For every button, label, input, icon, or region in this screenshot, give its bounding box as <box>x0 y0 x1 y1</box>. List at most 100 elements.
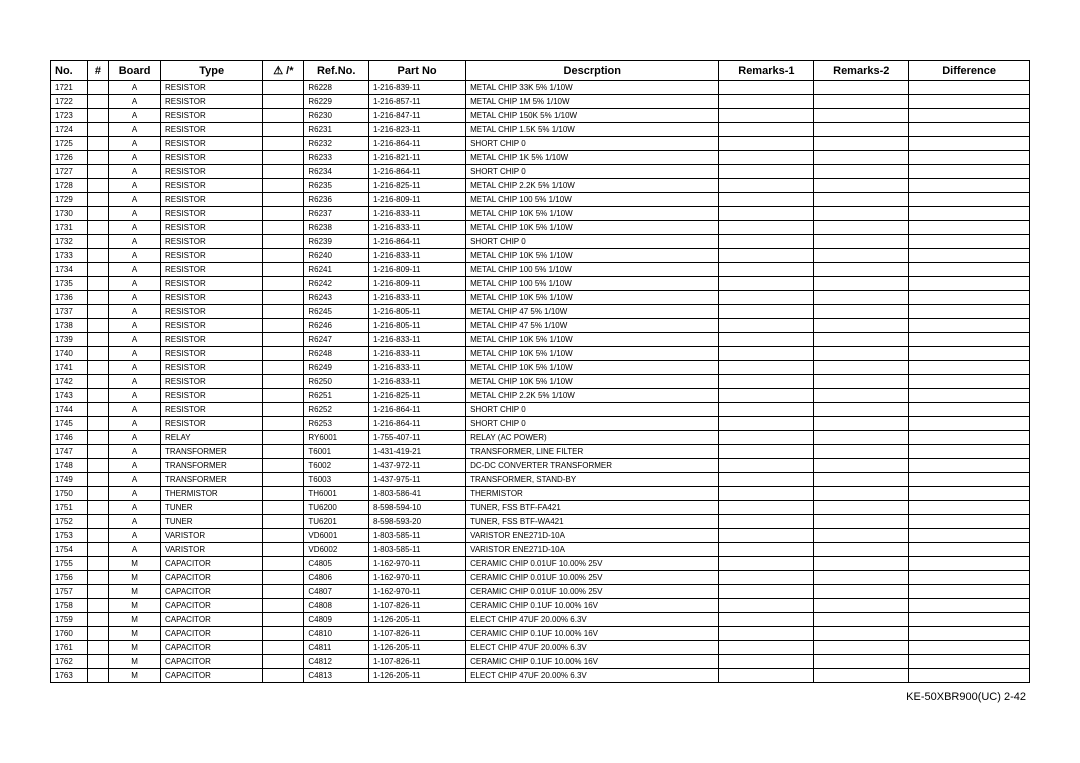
header-refno: Ref.No. <box>304 61 369 81</box>
cell-rem1 <box>719 95 814 109</box>
cell-rem2 <box>814 515 909 529</box>
cell-no: 1730 <box>51 207 88 221</box>
table-row: 1733ARESISTORR62401-216-833-11METAL CHIP… <box>51 249 1030 263</box>
cell-sym <box>263 347 304 361</box>
cell-desc: METAL CHIP 10K 5% 1/10W <box>466 347 719 361</box>
cell-rem1 <box>719 501 814 515</box>
cell-hash <box>87 193 109 207</box>
cell-board: A <box>109 319 161 333</box>
cell-refno: C4807 <box>304 585 369 599</box>
cell-rem1 <box>719 151 814 165</box>
cell-refno: R6238 <box>304 221 369 235</box>
cell-desc: METAL CHIP 2.2K 5% 1/10W <box>466 389 719 403</box>
cell-desc: TRANSFORMER, LINE FILTER <box>466 445 719 459</box>
cell-partno: 1-107-826-11 <box>369 627 466 641</box>
cell-hash <box>87 417 109 431</box>
cell-desc: SHORT CHIP 0 <box>466 417 719 431</box>
cell-type: RESISTOR <box>160 291 262 305</box>
cell-rem1 <box>719 207 814 221</box>
cell-rem1 <box>719 613 814 627</box>
cell-rem1 <box>719 389 814 403</box>
cell-diff <box>909 333 1030 347</box>
cell-hash <box>87 347 109 361</box>
cell-diff <box>909 319 1030 333</box>
cell-refno: TU6201 <box>304 515 369 529</box>
cell-partno: 1-216-847-11 <box>369 109 466 123</box>
table-body: 1721ARESISTORR62281-216-839-11METAL CHIP… <box>51 81 1030 683</box>
cell-no: 1740 <box>51 347 88 361</box>
cell-board: A <box>109 375 161 389</box>
cell-partno: 1-431-419-21 <box>369 445 466 459</box>
cell-hash <box>87 221 109 235</box>
cell-type: RESISTOR <box>160 137 262 151</box>
cell-desc: CERAMIC CHIP 0.1UF 10.00% 16V <box>466 627 719 641</box>
cell-diff <box>909 655 1030 669</box>
table-row: 1753AVARISTORVD60011-803-585-11VARISTOR … <box>51 529 1030 543</box>
cell-type: RESISTOR <box>160 81 262 95</box>
cell-hash <box>87 641 109 655</box>
cell-diff <box>909 221 1030 235</box>
table-row: 1743ARESISTORR62511-216-825-11METAL CHIP… <box>51 389 1030 403</box>
table-row: 1734ARESISTORR62411-216-809-11METAL CHIP… <box>51 263 1030 277</box>
cell-no: 1752 <box>51 515 88 529</box>
cell-hash <box>87 487 109 501</box>
cell-rem2 <box>814 473 909 487</box>
cell-no: 1759 <box>51 613 88 627</box>
cell-rem1 <box>719 669 814 683</box>
table-row: 1729ARESISTORR62361-216-809-11METAL CHIP… <box>51 193 1030 207</box>
cell-diff <box>909 417 1030 431</box>
cell-desc: METAL CHIP 1K 5% 1/10W <box>466 151 719 165</box>
cell-rem1 <box>719 473 814 487</box>
cell-no: 1750 <box>51 487 88 501</box>
cell-no: 1753 <box>51 529 88 543</box>
cell-desc: METAL CHIP 1M 5% 1/10W <box>466 95 719 109</box>
cell-desc: METAL CHIP 100 5% 1/10W <box>466 193 719 207</box>
cell-no: 1739 <box>51 333 88 347</box>
cell-rem1 <box>719 585 814 599</box>
cell-board: A <box>109 263 161 277</box>
cell-rem2 <box>814 95 909 109</box>
cell-diff <box>909 109 1030 123</box>
cell-board: A <box>109 109 161 123</box>
cell-desc: ELECT CHIP 47UF 20.00% 6.3V <box>466 669 719 683</box>
cell-sym <box>263 529 304 543</box>
cell-board: M <box>109 641 161 655</box>
cell-refno: R6251 <box>304 389 369 403</box>
cell-partno: 1-216-825-11 <box>369 179 466 193</box>
cell-board: A <box>109 403 161 417</box>
cell-diff <box>909 179 1030 193</box>
cell-rem2 <box>814 487 909 501</box>
cell-type: RESISTOR <box>160 417 262 431</box>
cell-hash <box>87 235 109 249</box>
cell-rem2 <box>814 305 909 319</box>
cell-partno: 1-126-205-11 <box>369 613 466 627</box>
cell-board: A <box>109 291 161 305</box>
cell-board: A <box>109 529 161 543</box>
cell-board: A <box>109 487 161 501</box>
cell-sym <box>263 655 304 669</box>
cell-rem2 <box>814 291 909 305</box>
cell-no: 1723 <box>51 109 88 123</box>
cell-refno: R6239 <box>304 235 369 249</box>
cell-sym <box>263 431 304 445</box>
cell-type: CAPACITOR <box>160 641 262 655</box>
cell-board: A <box>109 123 161 137</box>
cell-hash <box>87 529 109 543</box>
cell-rem1 <box>719 333 814 347</box>
cell-partno: 1-216-833-11 <box>369 221 466 235</box>
cell-desc: TUNER, FSS BTF-FA421 <box>466 501 719 515</box>
cell-no: 1754 <box>51 543 88 557</box>
cell-diff <box>909 81 1030 95</box>
cell-sym <box>263 319 304 333</box>
cell-desc: TRANSFORMER, STAND-BY <box>466 473 719 487</box>
cell-board: M <box>109 613 161 627</box>
cell-type: RESISTOR <box>160 207 262 221</box>
cell-no: 1751 <box>51 501 88 515</box>
cell-diff <box>909 193 1030 207</box>
table-row: 1754AVARISTORVD60021-803-585-11VARISTOR … <box>51 543 1030 557</box>
cell-partno: 1-437-975-11 <box>369 473 466 487</box>
cell-no: 1731 <box>51 221 88 235</box>
cell-sym <box>263 669 304 683</box>
cell-hash <box>87 669 109 683</box>
cell-partno: 1-216-833-11 <box>369 375 466 389</box>
